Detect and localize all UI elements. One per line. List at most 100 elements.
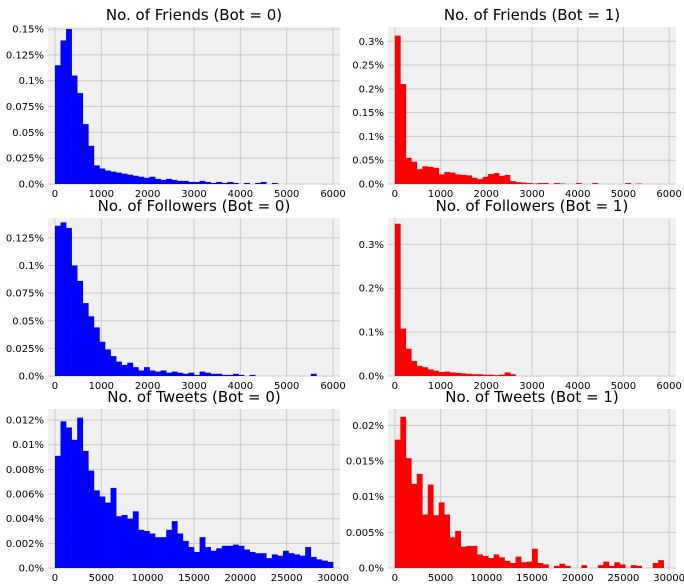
histogram-bar xyxy=(99,496,106,568)
y-tick-label: 0.125% xyxy=(6,50,44,61)
x-tick-label: 6000 xyxy=(320,189,345,200)
histogram-bar xyxy=(299,555,306,568)
x-tick-label: 1000 xyxy=(89,381,114,392)
y-tick-label: 0.1% xyxy=(359,328,384,339)
histogram-bar xyxy=(188,372,195,376)
histogram-bar xyxy=(482,374,489,376)
y-tick-label: 0.01% xyxy=(352,492,384,503)
histogram-bar xyxy=(614,562,621,568)
x-tick-label: 20000 xyxy=(562,573,594,584)
histogram-bar xyxy=(255,553,262,568)
histogram-bar xyxy=(182,373,189,376)
histogram-bar xyxy=(71,75,78,184)
chart-panel-6: 0 5000 10000 15000 20000 25000 30000 0.0% 0.005%… xyxy=(346,388,684,584)
histogram-bar xyxy=(99,341,106,376)
y-tick-label: 0.02% xyxy=(352,421,384,432)
histogram-bar xyxy=(310,556,317,568)
chart-panel-4: 0 1000 2000 3000 4000 5000 6000 0.0% 0.1% 0.2% 0.3… xyxy=(359,197,682,392)
y-tick-label: 0.0% xyxy=(19,564,44,575)
histogram-bar xyxy=(482,555,489,568)
x-tick-label: 4000 xyxy=(565,189,590,200)
x-tick-label: 0 xyxy=(52,381,58,392)
x-tick-label: 1000 xyxy=(428,381,453,392)
histogram-bar xyxy=(305,547,312,568)
histogram-bar xyxy=(488,558,494,568)
histogram-bar xyxy=(110,171,117,184)
chart-panel-1: 0 1000 2000 3000 4000 5000 6000 0.0% 0.025% 0.05%… xyxy=(6,6,346,200)
histogram-bar xyxy=(221,182,228,184)
histogram-bar xyxy=(160,179,167,184)
x-tick-label: 5000 xyxy=(611,381,636,392)
histogram-bar xyxy=(199,180,206,184)
histogram-bar xyxy=(116,361,122,376)
histogram-bar xyxy=(422,166,429,184)
histogram-bar xyxy=(537,183,544,184)
histogram-bar xyxy=(143,367,150,376)
y-tick-label: 0.025% xyxy=(6,154,44,165)
histogram-bar xyxy=(238,374,245,376)
histogram-bar xyxy=(155,178,161,184)
histogram-bar xyxy=(93,490,100,568)
histogram-bar xyxy=(82,303,89,376)
histogram-bar xyxy=(160,370,167,376)
y-tick-label: 0.006% xyxy=(6,490,44,501)
histogram-bar xyxy=(105,349,111,376)
histogram-bar xyxy=(433,167,440,184)
histogram-bar xyxy=(532,548,538,568)
histogram-bar xyxy=(171,371,178,376)
histogram-bar xyxy=(105,170,111,184)
histogram-bar xyxy=(405,458,412,568)
histogram-bar xyxy=(205,181,211,184)
histogram-bar xyxy=(504,560,511,568)
histogram-bar xyxy=(232,544,239,568)
histogram-bar xyxy=(93,165,100,184)
histogram-bar xyxy=(99,168,106,184)
y-tick-label: 0.01% xyxy=(12,440,44,451)
x-tick-label: 1000 xyxy=(428,189,453,200)
histogram-bar xyxy=(227,181,234,184)
histogram-bar xyxy=(166,178,173,184)
histogram-bar xyxy=(105,502,111,568)
histogram-bar xyxy=(138,529,145,568)
histogram-bar xyxy=(411,361,418,376)
histogram-bar xyxy=(132,367,139,376)
histogram-bar xyxy=(194,551,200,568)
histogram-bar xyxy=(288,553,295,568)
y-tick-label: 0.0% xyxy=(19,180,44,191)
x-tick-label: 20000 xyxy=(224,573,256,584)
histogram-bar xyxy=(205,372,211,376)
y-tick-label: 0.075% xyxy=(6,289,44,300)
chart-panel-3: 0 1000 2000 3000 4000 5000 6000 0.0% 0.025% 0.05%… xyxy=(6,197,346,392)
histogram-bar xyxy=(455,174,461,184)
histogram-bar xyxy=(66,427,72,568)
histogram-bar xyxy=(121,515,128,568)
histogram-bar xyxy=(564,565,571,568)
y-tick-label: 0.3% xyxy=(359,240,384,251)
histogram-bar xyxy=(477,374,483,376)
histogram-bar xyxy=(116,172,122,184)
histogram-bar xyxy=(542,183,549,184)
histogram-bar xyxy=(127,362,134,376)
histogram-bar xyxy=(466,175,472,184)
histogram-bar xyxy=(121,173,128,184)
histogram-bar xyxy=(553,183,560,184)
chart-panel-5: 0 5000 10000 15000 20000 25000 30000 0.0% 0.002%… xyxy=(6,388,349,584)
histogram-bar xyxy=(166,529,173,568)
y-tick-label: 0.1% xyxy=(359,132,384,143)
histogram-bar xyxy=(581,565,588,568)
histogram-bar xyxy=(460,546,467,568)
histogram-bar xyxy=(449,172,456,184)
x-tick-label: 5000 xyxy=(611,189,636,200)
histogram-bar xyxy=(499,557,505,568)
histogram-bar xyxy=(394,223,401,376)
histogram-bar xyxy=(521,182,527,184)
histogram-bar xyxy=(630,565,637,568)
histogram-bar xyxy=(194,374,200,376)
x-tick-label: 3000 xyxy=(181,381,206,392)
histogram-bar xyxy=(60,421,67,568)
histogram-bar xyxy=(405,157,412,184)
histogram-bar xyxy=(466,545,472,568)
y-tick-label: 0.0% xyxy=(359,180,384,191)
histogram-bar xyxy=(400,84,407,184)
